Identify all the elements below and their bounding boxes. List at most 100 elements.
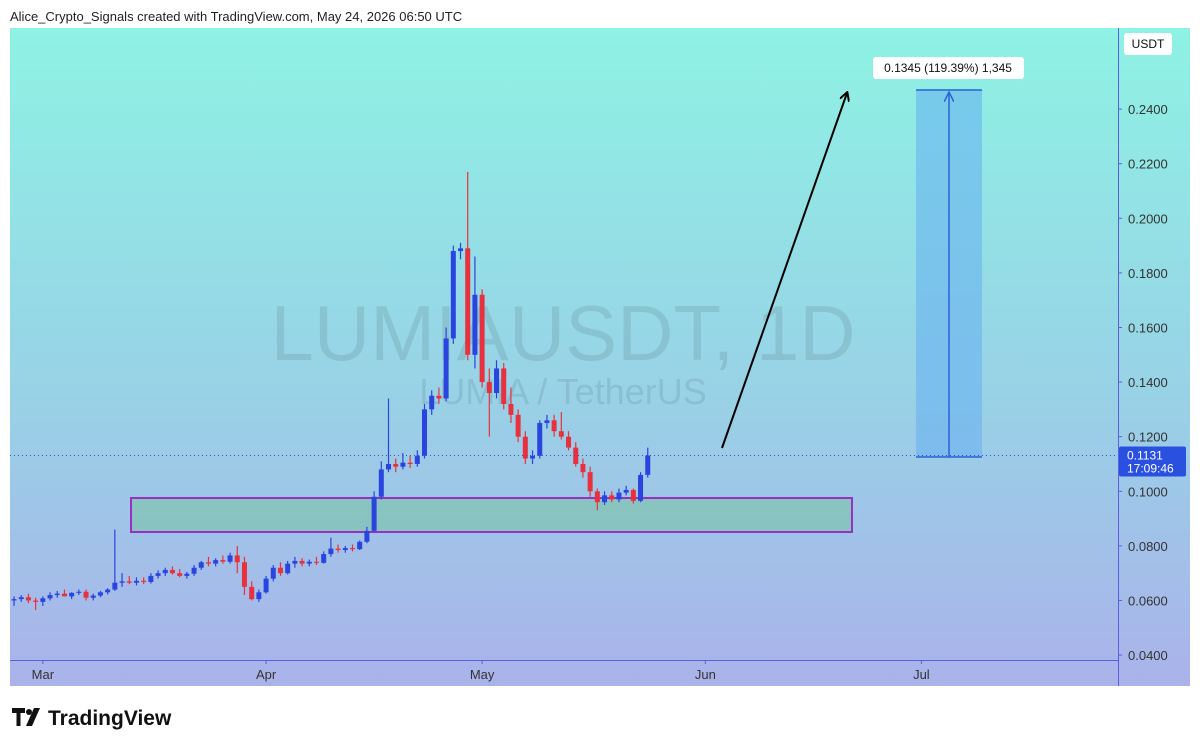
- candle-body: [83, 591, 89, 598]
- candle-body: [155, 573, 161, 576]
- y-tick-label: 0.1200: [1128, 430, 1168, 445]
- candle-body: [594, 491, 600, 503]
- candle-body: [465, 248, 471, 355]
- candle-body: [407, 462, 413, 464]
- candle-body: [126, 581, 132, 583]
- footer-logo: TradingView: [48, 707, 172, 730]
- measure-label-box: [873, 57, 1024, 79]
- candle-body: [587, 472, 593, 492]
- candle-body: [479, 294, 485, 383]
- candle-body: [393, 463, 399, 467]
- candle-body: [277, 567, 283, 574]
- candle-body: [220, 560, 226, 562]
- last-price-label: 0.1131: [1127, 449, 1163, 463]
- candle-body: [522, 436, 528, 459]
- candle-body: [422, 409, 428, 456]
- plot-layer: 0.0400 0.0600 0.0800 0.1000 0.1200 0.1400 0.16…: [10, 102, 1186, 682]
- candle-body: [169, 569, 175, 574]
- candle-body: [450, 251, 456, 339]
- candle-body: [472, 294, 478, 355]
- x-tick-label: Jun: [695, 667, 716, 682]
- candle-body: [119, 581, 125, 583]
- candle-body: [191, 567, 197, 574]
- candle-body: [306, 561, 312, 564]
- candle-body: [133, 580, 139, 583]
- candle-body: [76, 591, 82, 593]
- x-tick-label: Jul: [913, 667, 930, 682]
- y-tick-label: 0.0400: [1128, 648, 1168, 663]
- watermark-subtitle: LUMIA / TetherUS: [419, 371, 706, 412]
- candle-body: [501, 368, 507, 404]
- candle-body: [205, 562, 211, 564]
- candle-body: [213, 560, 219, 564]
- candle-body: [580, 463, 586, 473]
- candle-body: [335, 548, 341, 550]
- candle-body: [18, 597, 24, 600]
- y-tick-label: 0.2000: [1128, 211, 1168, 226]
- candle-body: [69, 592, 75, 597]
- candle-body: [112, 582, 118, 590]
- candle-body: [313, 561, 319, 563]
- x-tick-label: Mar: [32, 667, 55, 682]
- candle-body: [148, 575, 154, 582]
- candle-body: [90, 595, 96, 598]
- candle-body: [515, 414, 521, 437]
- candle-body: [551, 420, 557, 432]
- candle-body: [623, 489, 629, 493]
- candle-body: [616, 492, 622, 500]
- candle-body: [40, 598, 46, 602]
- candle-body: [33, 600, 39, 602]
- candle-body: [378, 469, 384, 497]
- candle-body: [321, 554, 327, 563]
- candle-body: [249, 586, 255, 600]
- candle-body: [177, 573, 183, 576]
- candle-body: [299, 560, 305, 564]
- candle-body: [558, 431, 564, 437]
- candle-body: [105, 589, 111, 593]
- candle-body: [429, 395, 435, 410]
- candle-body: [349, 548, 355, 550]
- candle-body: [494, 368, 500, 394]
- y-tick-label: 0.1600: [1128, 320, 1168, 335]
- measure-label: 0.1345 (119.39%) 1,345: [884, 61, 1012, 75]
- candle-body: [25, 597, 31, 601]
- candle-body: [386, 463, 392, 470]
- candle-body: [256, 592, 262, 600]
- logo-icon: [12, 708, 40, 726]
- x-tick-label: Apr: [256, 667, 277, 682]
- candle-body: [371, 496, 377, 531]
- candle-body: [458, 248, 464, 252]
- candle-body: [486, 382, 492, 394]
- candle-body: [234, 555, 240, 563]
- candle-body: [573, 447, 579, 464]
- candle-body: [357, 541, 363, 550]
- y-tick-label: 0.2200: [1128, 157, 1168, 172]
- candle-body: [162, 569, 168, 574]
- candle-body: [227, 555, 233, 562]
- y-tick-label: 0.1000: [1128, 484, 1168, 499]
- candle-body: [645, 455, 651, 475]
- candle-body: [328, 548, 334, 555]
- candle-body: [184, 573, 190, 576]
- x-tick-label: May: [470, 667, 495, 682]
- currency-label: USDT: [1132, 37, 1165, 51]
- candle-body: [97, 592, 103, 596]
- y-tick-label: 0.1800: [1128, 266, 1168, 281]
- candle-body: [508, 403, 514, 415]
- support-zone: [130, 497, 853, 533]
- projection-arrow: [721, 93, 847, 449]
- y-tick-label: 0.1400: [1128, 375, 1168, 390]
- candle-body: [270, 567, 276, 579]
- watermark-title: LUMIAUSDT, 1D: [270, 289, 855, 377]
- candle-body: [54, 593, 60, 596]
- candle-body: [11, 599, 17, 601]
- candle-body: [141, 580, 147, 582]
- candle-body: [61, 593, 67, 597]
- candle-body: [537, 423, 543, 456]
- candle-body: [285, 563, 291, 574]
- last-price-tag: [1119, 446, 1186, 477]
- candle-body: [443, 338, 449, 399]
- candle-body: [530, 455, 536, 459]
